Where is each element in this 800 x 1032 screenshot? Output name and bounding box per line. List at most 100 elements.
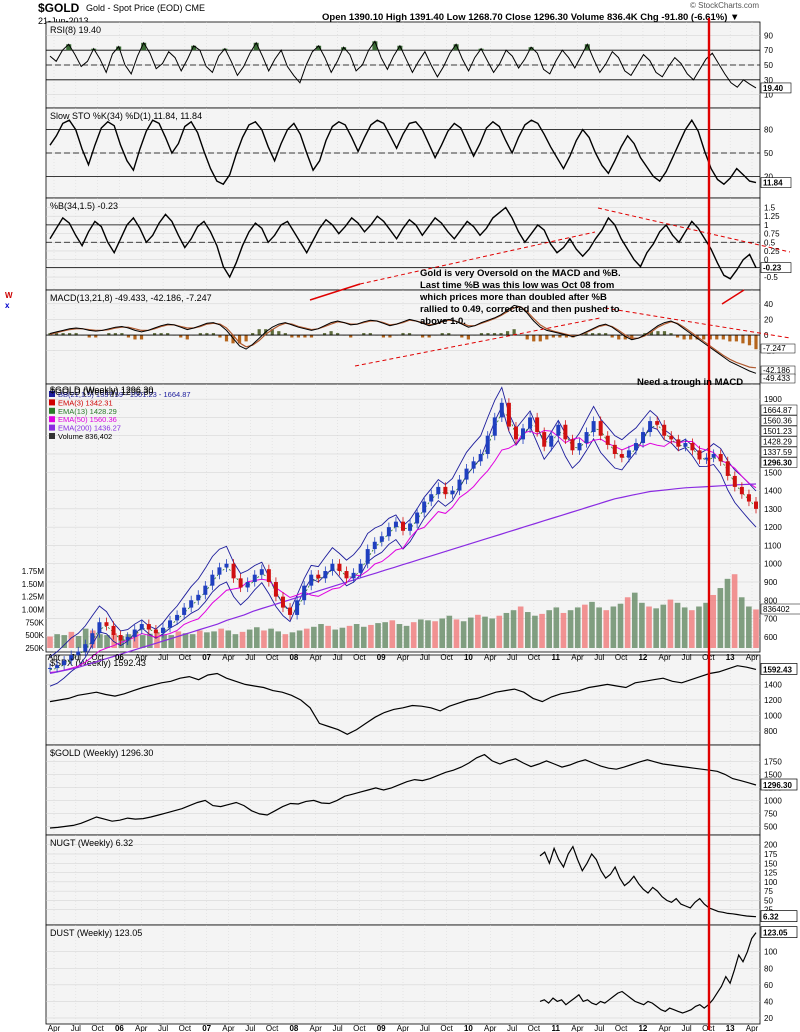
bb-lower-line xyxy=(49,405,757,687)
candle-body xyxy=(252,574,257,582)
candle-body xyxy=(485,435,490,454)
price-last-label: 1337.59 xyxy=(763,448,792,457)
volume-tick-label: 1.75M xyxy=(22,567,45,576)
volume-bar xyxy=(318,624,324,648)
volume-tick-label: 1.50M xyxy=(22,580,45,589)
macd-hist-bar xyxy=(538,335,542,342)
x-axis-label: 07 xyxy=(202,1024,211,1032)
tick-label: 25 xyxy=(764,906,773,915)
candle-body xyxy=(492,417,497,436)
volume-bar xyxy=(510,610,517,648)
volume-bar xyxy=(738,597,745,648)
volume-tick-label: 1.00M xyxy=(22,606,45,615)
volume-bar xyxy=(439,618,446,648)
macd-hist-bar xyxy=(381,335,385,338)
symbol-title: $GOLD xyxy=(38,1,80,15)
volume-bar xyxy=(111,633,117,648)
tick-label: 1400 xyxy=(764,487,782,496)
x-axis-label: Jul xyxy=(245,653,255,662)
volume-bar xyxy=(674,602,681,648)
candle-body xyxy=(577,443,582,451)
x-axis-label: 08 xyxy=(289,1024,298,1032)
volume-bar xyxy=(503,612,510,648)
candle-body xyxy=(478,454,483,462)
macd-hist-bar xyxy=(198,333,202,336)
macd-hist-bar xyxy=(734,335,738,342)
macd-hist-bar xyxy=(747,335,752,346)
tick-label: 800 xyxy=(764,596,778,605)
tick-label: 20 xyxy=(764,1014,773,1023)
price-last-box xyxy=(760,446,798,458)
tick-label: 20 xyxy=(764,172,773,181)
candle-body xyxy=(48,667,52,669)
volume-bar xyxy=(75,636,82,648)
tick-label: 1100 xyxy=(764,541,782,550)
tick-label: 50 xyxy=(764,896,773,905)
macd-hist-bar xyxy=(94,335,98,338)
x-axis-label: Oct xyxy=(440,1024,453,1032)
candle-body xyxy=(626,450,631,458)
x-axis-label: 11 xyxy=(551,653,560,662)
volume-bar xyxy=(254,627,260,648)
tick-label: 90 xyxy=(764,31,773,40)
macd-hist-bar xyxy=(48,333,52,336)
candle-body xyxy=(739,486,744,495)
legend-entry: Volume 836,402 xyxy=(58,432,112,441)
volume-bar xyxy=(82,628,89,648)
tick-label: 100 xyxy=(764,878,778,887)
panel-title-macd: MACD(13,21,8) -49.433, -42.186, -7.247 xyxy=(50,293,212,303)
macd-hist-bar xyxy=(741,335,745,344)
candle-body xyxy=(132,629,137,637)
tick-label: 60 xyxy=(764,981,773,990)
macd-hist-bar xyxy=(205,333,209,336)
tick-label: 1000 xyxy=(764,796,782,805)
side-mark-x: x xyxy=(5,301,10,310)
x-axis-label: Jul xyxy=(158,1024,168,1032)
volume-bar xyxy=(489,618,495,648)
macd-hist-bar xyxy=(702,335,706,340)
tick-label: 1500 xyxy=(764,468,782,477)
x-axis-label: 10 xyxy=(464,653,473,662)
candle-body xyxy=(598,421,603,436)
panel-macd xyxy=(45,289,761,385)
candle-body xyxy=(365,549,370,564)
candle-body xyxy=(633,443,638,451)
candle-body xyxy=(280,596,285,608)
tick-label: 0.75 xyxy=(764,230,780,239)
candle-body xyxy=(499,402,504,418)
volume-bar xyxy=(211,631,217,648)
macd-hist-bar xyxy=(551,335,555,338)
price-last-box xyxy=(760,457,798,468)
candle-body xyxy=(641,432,646,444)
x-axis-label: Apr xyxy=(310,1024,323,1032)
candle-body xyxy=(337,563,342,572)
x-axis-label: Apr xyxy=(48,653,61,662)
tick-label: 1750 xyxy=(764,757,782,766)
candle-body xyxy=(697,450,702,460)
macd-hist-bar xyxy=(590,333,595,336)
tick-label: 125 xyxy=(764,869,778,878)
candle-body xyxy=(450,490,455,495)
volume-bar xyxy=(546,610,552,648)
volume-bar xyxy=(646,606,652,648)
macd-hist-bar xyxy=(407,333,412,336)
candle-body xyxy=(408,523,413,531)
candle-body xyxy=(549,435,554,447)
candle-body xyxy=(358,563,363,573)
panel-title-spx: $SPX (Weekly) 1592.43 xyxy=(50,658,146,668)
volume-bar xyxy=(303,628,310,648)
rsi-overbought-fill xyxy=(453,44,459,51)
macd-hist-bar xyxy=(290,335,294,338)
candle-body xyxy=(513,426,518,440)
macd-hist-bar xyxy=(270,329,274,336)
x-axis-label: 07 xyxy=(202,653,211,662)
candle-body xyxy=(196,594,201,601)
macd-hist-bar xyxy=(721,335,725,340)
tick-label: 1.25 xyxy=(764,212,780,221)
rsi-last-box xyxy=(760,82,792,94)
candle-body xyxy=(351,572,356,579)
x-axis-label: 09 xyxy=(377,1024,386,1032)
macd-hist-bar xyxy=(120,333,124,336)
trendline-solid-recent xyxy=(721,289,745,305)
volume-last-label: 836402 xyxy=(763,605,790,614)
